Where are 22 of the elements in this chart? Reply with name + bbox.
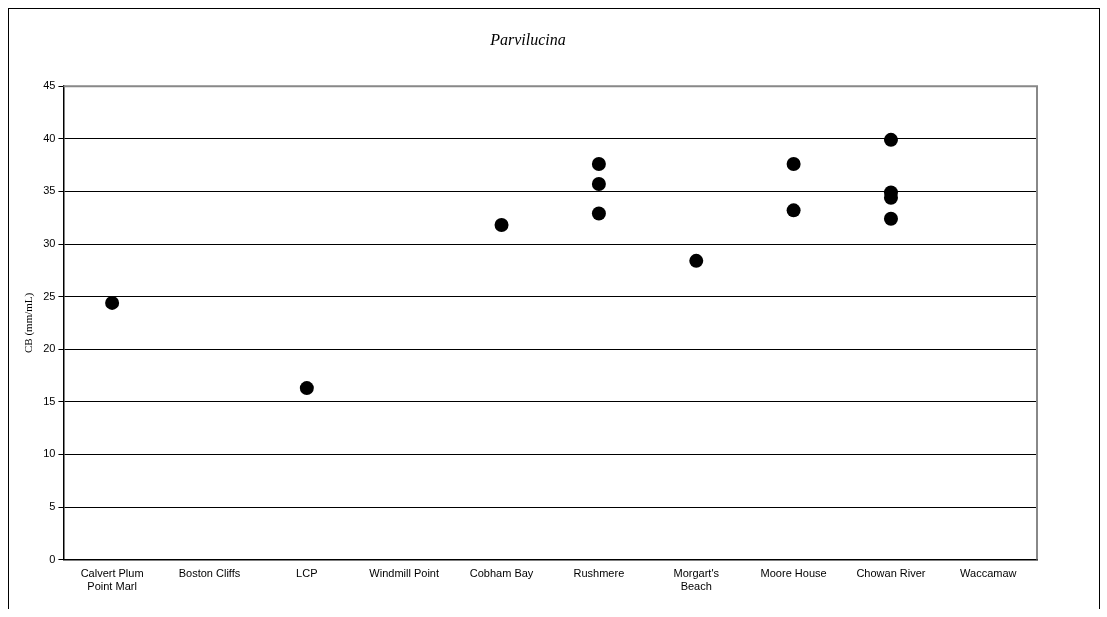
chart-title: Parvilucina	[489, 30, 566, 48]
y-tick-label: 30	[43, 237, 56, 250]
y-tick-label: 40	[43, 131, 56, 144]
x-tick-label: Boston Cliffs	[178, 567, 241, 580]
y-axis-title: CB (mm/mL)	[22, 292, 36, 353]
y-tick-label: 5	[49, 500, 56, 513]
y-tick-label: 20	[43, 342, 56, 355]
x-tick-label: Calvert Plum Point Marl	[80, 567, 144, 593]
x-tick-label: Waccamaw	[960, 567, 1017, 580]
x-tick-label: Rushmere	[573, 567, 625, 580]
y-tick-label: 15	[43, 394, 56, 407]
x-tick-label: LCP	[296, 567, 318, 580]
x-tick-label: Morgart's Beach	[673, 567, 720, 593]
y-tick-label: 35	[43, 184, 56, 197]
x-tick-label: Cobham Bay	[469, 567, 534, 580]
y-tick-label: 45	[43, 79, 56, 92]
y-tick-label: 0	[49, 552, 56, 565]
x-tick-label: Windmill Point	[369, 567, 440, 580]
y-tick-label: 10	[43, 447, 56, 460]
x-tick-label: Chowan River	[856, 567, 926, 580]
y-tick-label: 25	[43, 289, 56, 302]
x-tick-label: Moore House	[760, 567, 827, 580]
